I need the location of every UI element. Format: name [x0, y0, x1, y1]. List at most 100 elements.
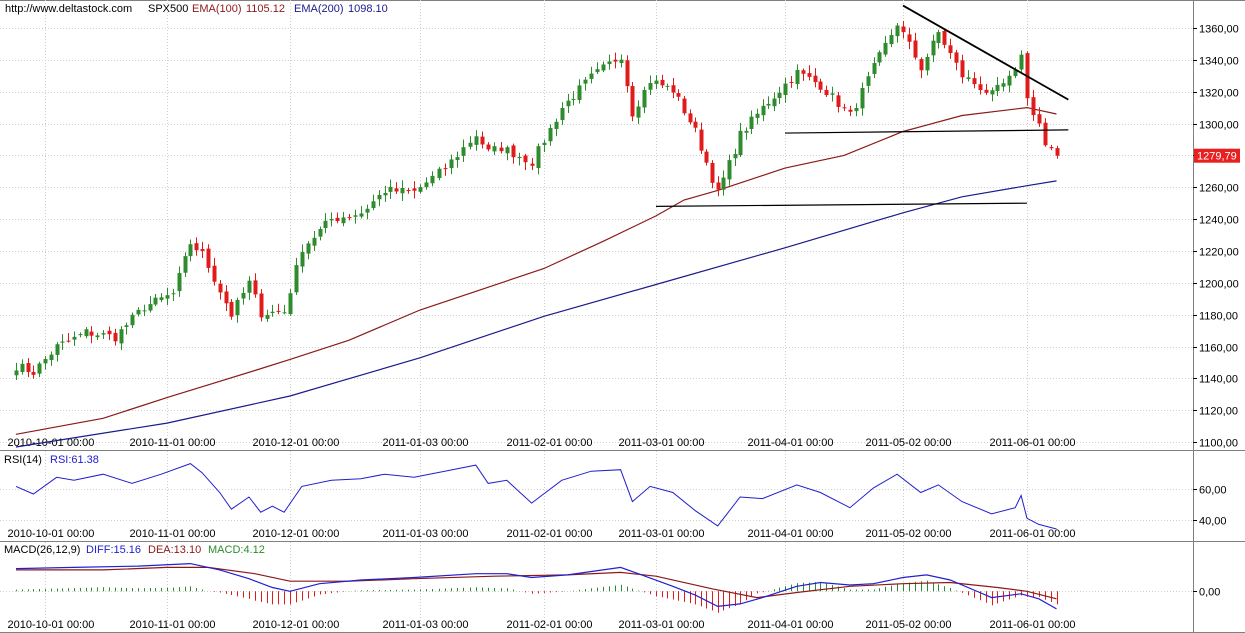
candle-body — [883, 42, 888, 55]
candle-body — [960, 60, 965, 78]
candle-body — [312, 237, 317, 246]
candle-body — [954, 52, 959, 63]
candle-body — [60, 341, 65, 343]
x-tick-label: 2010-12-01 00:00 — [253, 437, 340, 449]
candle-body — [931, 40, 936, 56]
candle-body — [49, 354, 54, 361]
y-tick-label-price: 1180,00 — [1199, 311, 1238, 323]
y-tick-label-price: 1160,00 — [1199, 343, 1238, 355]
candle-body — [755, 113, 760, 118]
candle-body — [55, 344, 60, 355]
candle-body — [474, 136, 479, 145]
candle-body — [710, 162, 715, 183]
candle-body — [323, 220, 328, 229]
x-tick-label: 2011-06-01 00:00 — [990, 437, 1076, 449]
candle-body — [613, 59, 618, 62]
candle-body — [270, 311, 275, 314]
x-tick-label: 2011-03-01 00:00 — [619, 528, 705, 540]
y-axis: 1100,00 1120,00 1140,00 1160,00 1180,00 1200,… — [1193, 24, 1239, 599]
candle-body — [499, 147, 504, 152]
candle-body — [113, 332, 118, 342]
candle-body — [400, 187, 405, 194]
macd-diff-line — [15, 562, 1057, 610]
candle-body — [554, 121, 559, 129]
candle-body — [418, 187, 423, 192]
y-tick-label-price: 1340,00 — [1199, 56, 1239, 68]
x-axis: 2010-10-01 00:00 2010-10-01 00:00 2010-10-… — [8, 437, 1076, 631]
candle-body — [183, 256, 188, 273]
candle-body — [31, 371, 36, 375]
x-tick-label: 2010-10-01 00:00 — [8, 619, 95, 631]
candle-body — [648, 83, 653, 90]
x-tick-label: 2010-11-01 00:00 — [130, 528, 216, 540]
x-tick-label: 2011-04-01 00:00 — [748, 437, 834, 449]
source-url: http://www.deltastock.com — [5, 3, 132, 15]
y-tick-label-price: 1220,00 — [1199, 247, 1239, 259]
candle-body — [329, 218, 334, 221]
ema200-line — [15, 180, 1057, 448]
y-tick-label-macd: 0,00 — [1199, 587, 1220, 599]
candle-body — [860, 87, 865, 109]
ema200-value: 1098.10 — [348, 3, 388, 15]
candle-body — [1049, 147, 1054, 149]
x-tick-label: 2011-03-01 00:00 — [619, 437, 705, 449]
ema100-label: EMA(100) — [192, 3, 242, 15]
y-tick-label-rsi: 40,00 — [1199, 516, 1227, 528]
candle-body — [424, 182, 429, 188]
candle-body — [848, 109, 853, 112]
candle-body — [738, 130, 743, 155]
candle-body — [542, 142, 547, 145]
last-price-tag: 1279,79 — [1194, 148, 1240, 163]
candle-body — [353, 215, 358, 217]
candle-body — [772, 98, 777, 107]
macd-dea-line — [16, 566, 1057, 600]
candle-body — [665, 85, 670, 87]
candle-body — [455, 157, 460, 160]
candle-body — [43, 359, 48, 364]
candle-body — [101, 333, 106, 335]
candle-body — [560, 107, 565, 121]
candle-body — [571, 98, 576, 100]
candle-body — [589, 73, 594, 79]
last-price-text: 1279,79 — [1197, 151, 1237, 163]
candle-body — [682, 98, 687, 114]
candle-body — [443, 168, 448, 170]
macd-diff-value: DIFF:15.16 — [86, 544, 141, 556]
x-tick-label: 2011-02-01 00:00 — [507, 528, 593, 540]
y-tick-label-price: 1240,00 — [1199, 215, 1239, 227]
candle-body — [1031, 97, 1036, 116]
candle-body — [124, 325, 129, 327]
y-tick-label-rsi: 60,00 — [1199, 485, 1227, 497]
candle-body — [895, 25, 900, 37]
rsi-value: RSI:61.38 — [50, 454, 99, 466]
candle-body — [607, 61, 612, 65]
y-tick-label-price: 1140,00 — [1199, 374, 1238, 386]
candle-body — [241, 292, 246, 299]
candle-body — [383, 192, 388, 196]
candle-body — [583, 79, 588, 84]
candle-body — [783, 83, 788, 96]
symbol-label: SPX500 — [148, 3, 188, 15]
candle-body — [119, 329, 124, 344]
candle-body — [165, 295, 170, 299]
candle-body — [1001, 83, 1006, 87]
candle-body — [300, 252, 305, 267]
x-tick-label: 2010-10-01 00:00 — [8, 528, 95, 540]
ema100-line — [15, 106, 1057, 435]
candle-body — [461, 147, 466, 156]
y-tick-label-price: 1300,00 — [1199, 120, 1239, 132]
candle-body — [704, 151, 709, 163]
candle-body — [1007, 75, 1012, 86]
candle-body — [693, 121, 698, 128]
candle-body — [276, 310, 281, 312]
candle-body — [990, 90, 995, 95]
candle-body — [795, 69, 800, 84]
candle-body — [566, 100, 571, 107]
candle-body — [619, 59, 624, 64]
macd-hist-value: MACD:4.12 — [208, 544, 265, 556]
candle-body — [84, 329, 89, 337]
candle-body — [20, 363, 25, 373]
candle-body — [854, 108, 859, 112]
candle-body — [766, 103, 771, 106]
candle-body — [78, 334, 83, 336]
